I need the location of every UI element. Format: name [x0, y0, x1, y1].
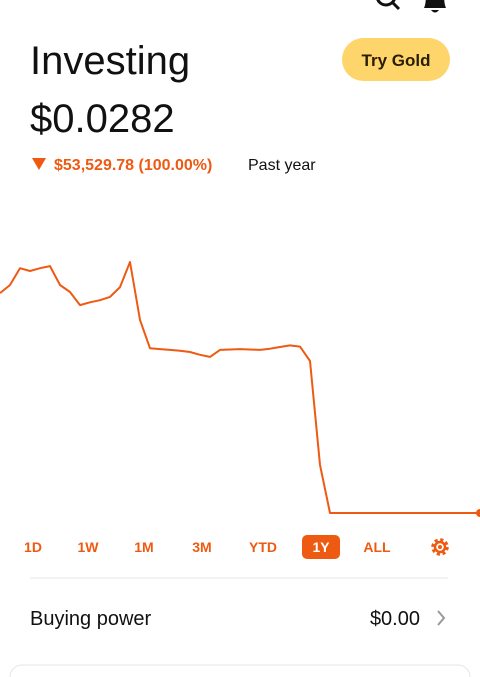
range-option[interactable]: 1Y: [312, 539, 330, 555]
button-label[interactable]: Try Gold: [362, 51, 431, 70]
portfolio-value: $0.0282: [30, 97, 175, 141]
range-option[interactable]: 1W: [78, 539, 100, 555]
down-arrow: [32, 158, 46, 170]
card: [9, 664, 471, 677]
current-point: [476, 509, 480, 517]
selected-range-pill: [302, 535, 340, 559]
try-gold-button[interactable]: Try Gold: [342, 38, 450, 81]
change-period: Past year: [248, 157, 316, 174]
price-line: [0, 261, 480, 514]
range-option[interactable]: 1D: [24, 539, 42, 555]
chart: [0, 261, 480, 517]
buying-power-value: $0.00: [370, 608, 420, 630]
settings-icon[interactable]: [431, 538, 449, 556]
range-selector: 1D 1W 1M 3M YTD 1Y ALL: [24, 535, 391, 559]
change-amount: $53,529.78 (100.00%): [54, 157, 212, 174]
range-option[interactable]: YTD: [249, 539, 277, 555]
range-option[interactable]: 1M: [134, 539, 153, 555]
notification-icon[interactable]: [424, 0, 446, 13]
search-icon[interactable]: [376, 0, 401, 11]
page-title: Investing: [30, 39, 190, 83]
range-option[interactable]: ALL: [363, 539, 391, 555]
range-option[interactable]: 3M: [192, 539, 211, 555]
buying-power-label: Buying power: [30, 608, 152, 630]
chevron: [437, 610, 446, 626]
button-background: [342, 38, 450, 81]
buying-power-row[interactable]: Buying power $0.00: [30, 608, 446, 630]
